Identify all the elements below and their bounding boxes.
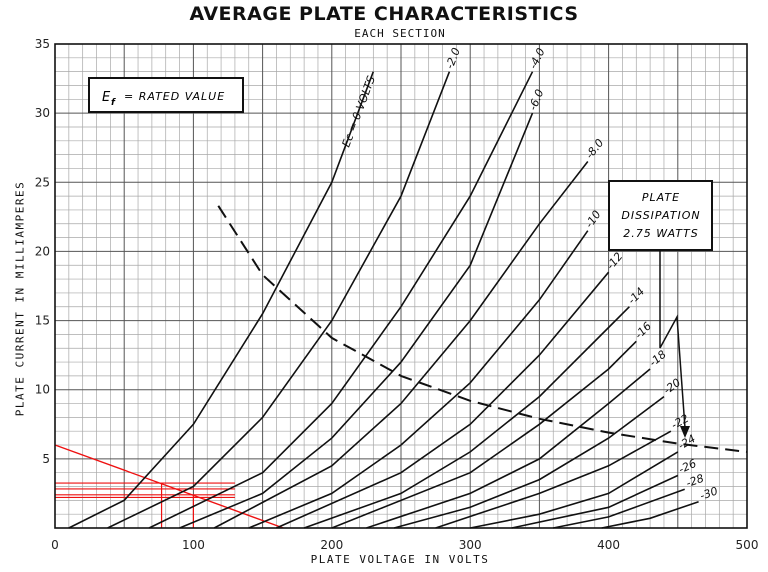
curve-label: -24 xyxy=(676,432,698,452)
plate-curve xyxy=(276,271,610,529)
dissipation-label-line3: 2.75 WATTS xyxy=(623,227,698,240)
chart-subtitle: EACH SECTION xyxy=(354,27,446,40)
plate-curve xyxy=(366,368,651,529)
x-tick-label: 200 xyxy=(320,538,343,552)
load-line-group xyxy=(54,444,284,529)
plate-curve xyxy=(601,500,699,529)
ef-rated-value-text: = RATED VALUE xyxy=(124,90,225,103)
ef-symbol: E xyxy=(102,90,111,105)
x-tick-label: 400 xyxy=(597,538,620,552)
plate-curve xyxy=(303,306,630,529)
y-tick-label: 15 xyxy=(35,314,50,328)
curve-label: -30 xyxy=(698,484,719,502)
plate-curve xyxy=(213,161,589,529)
y-tick-label: 10 xyxy=(35,383,50,397)
plate-curve xyxy=(68,71,375,529)
curve-label: -10 xyxy=(583,208,604,230)
plot-frame xyxy=(54,43,748,529)
plate-curve xyxy=(179,112,534,529)
plate-curve xyxy=(331,340,637,529)
minor-gridlines xyxy=(55,44,747,528)
plate-curve xyxy=(470,451,679,529)
curve-label: -20 xyxy=(661,376,683,397)
curve-label: -28 xyxy=(684,472,705,490)
y-tick-label: 30 xyxy=(35,106,50,120)
curve-label: -2.0 xyxy=(443,46,463,71)
dissipation-pointer-arrow xyxy=(680,426,690,438)
x-tick-label: 0 xyxy=(51,538,59,552)
axis-tick-labels: 0 100 200 300 400 500 5 10 15 20 25 30 35 xyxy=(35,37,759,552)
dissipation-label-line2: DISSIPATION xyxy=(621,209,700,222)
load-line xyxy=(54,444,284,529)
plate-curve xyxy=(107,71,451,529)
dissipation-curve-group xyxy=(217,205,748,453)
plate-dissipation-box: PLATE DISSIPATION 2.75 WATTS xyxy=(608,180,713,438)
ef-rated-value-box: E f = RATED VALUE xyxy=(88,77,244,113)
plate-curves xyxy=(68,71,699,529)
plate-curve xyxy=(553,488,685,529)
x-tick-label: 500 xyxy=(736,538,759,552)
y-tick-label: 5 xyxy=(42,452,50,466)
y-tick-label: 35 xyxy=(35,37,50,51)
curve-labels: Ec = 0 VOLTS-2.0 -4.0-6.0-8.0-10-12-14-16… xyxy=(340,46,720,503)
plate-curve xyxy=(148,71,534,529)
dissipation-pointer-line xyxy=(659,250,686,429)
curve-label: -4.0 xyxy=(527,46,548,71)
curve-label: -14 xyxy=(625,285,647,307)
plate-curve xyxy=(248,230,589,529)
y-tick-label: 20 xyxy=(35,244,50,258)
plate-curve xyxy=(511,474,679,529)
dissipation-curve xyxy=(217,205,748,453)
y-tick-label: 25 xyxy=(35,175,50,189)
plate-curve xyxy=(393,395,665,529)
dissipation-label-line1: PLATE xyxy=(642,191,680,204)
ef-subscript: f xyxy=(111,98,116,108)
chart-title: AVERAGE PLATE CHARACTERISTICS xyxy=(189,3,579,25)
curve-label: -8.0 xyxy=(583,136,606,161)
curve-label: -6.0 xyxy=(526,87,546,112)
x-axis-label: PLATE VOLTAGE IN VOLTS xyxy=(310,553,490,566)
x-tick-label: 300 xyxy=(459,538,482,552)
plate-curve xyxy=(435,430,672,529)
curve-label: -16 xyxy=(632,320,654,342)
x-tick-label: 100 xyxy=(182,538,205,552)
major-gridlines xyxy=(54,43,748,529)
